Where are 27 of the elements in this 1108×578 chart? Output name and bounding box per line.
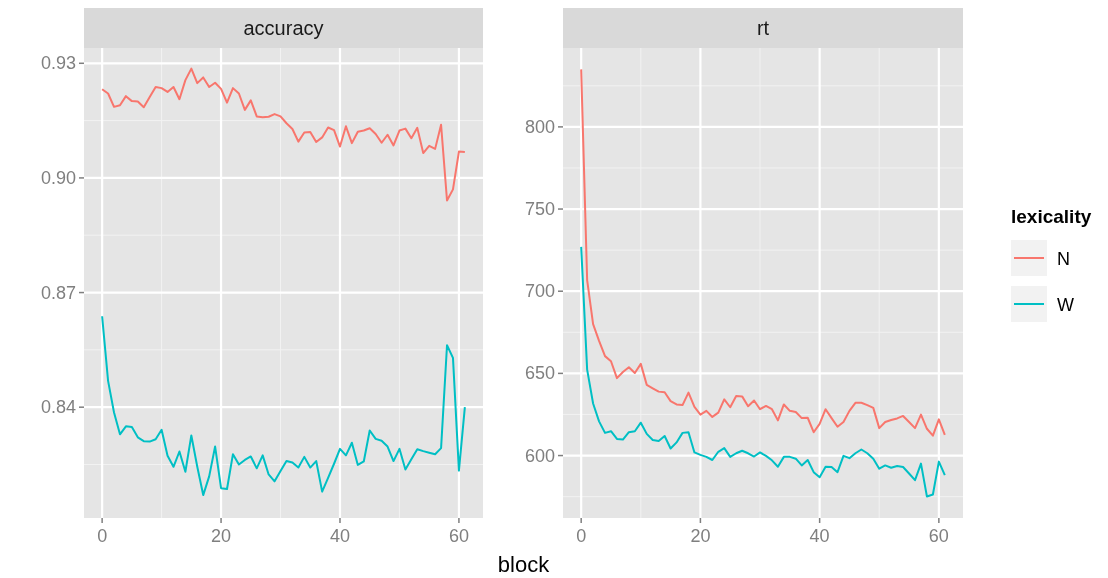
x-tick-label: 0 xyxy=(576,526,587,546)
y-tick-label: 0.93 xyxy=(40,53,76,74)
y-tick-label: 650 xyxy=(524,363,555,384)
legend-label: W xyxy=(1057,295,1074,315)
x-tick-label: 60 xyxy=(448,526,469,546)
y-tick-label: 700 xyxy=(524,281,555,302)
x-tick-label: 20 xyxy=(690,526,711,546)
line-series xyxy=(580,68,946,437)
line-series xyxy=(101,315,466,497)
legend-title: lexicality xyxy=(1011,206,1092,227)
chart-title: rt xyxy=(756,17,770,39)
line-series xyxy=(101,67,466,202)
line-series xyxy=(580,245,946,498)
y-tick-label: 800 xyxy=(524,116,555,137)
x-tick-label: 0 xyxy=(97,526,108,546)
x-tick-label: 40 xyxy=(809,526,830,546)
y-tick-label: 600 xyxy=(524,445,555,466)
y-tick-label: 0.84 xyxy=(40,397,76,418)
y-tick-label: 0.87 xyxy=(40,282,76,303)
y-tick-label: 750 xyxy=(524,199,555,220)
x-tick-label: 60 xyxy=(928,526,949,546)
chart-title: accuracy xyxy=(243,17,324,39)
x-tick-label: 40 xyxy=(329,526,351,546)
x-tick-label: 20 xyxy=(211,526,232,546)
x-axis-title: block xyxy=(497,552,551,577)
legend-label: N xyxy=(1057,249,1070,269)
y-tick-label: 0.90 xyxy=(40,167,76,188)
